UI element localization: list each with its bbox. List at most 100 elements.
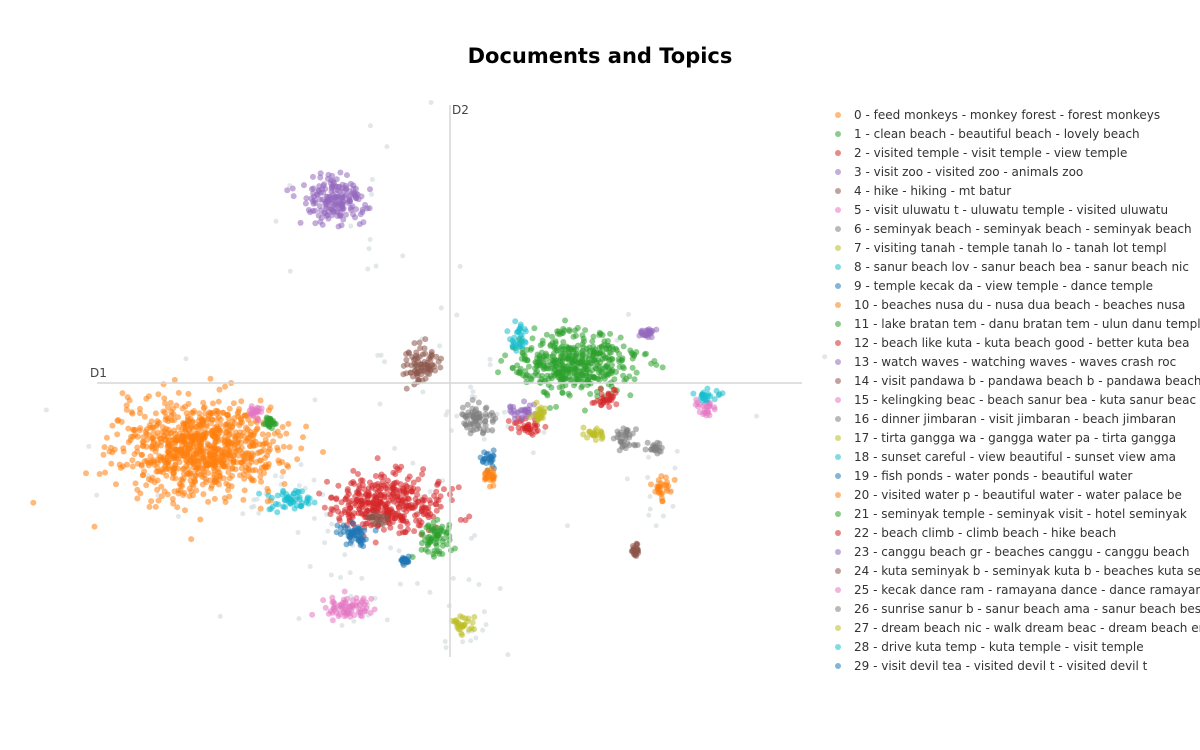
topic-4-cluster[interactable]	[400, 336, 445, 392]
outlier-point	[339, 622, 345, 628]
legend-item[interactable]: 3 - visit zoo - visited zoo - animals zo…	[830, 162, 1200, 181]
document-point	[711, 404, 718, 411]
topic-3-cluster[interactable]	[284, 169, 373, 230]
outlier-point	[254, 496, 260, 502]
topic-20-cluster[interactable]	[482, 465, 498, 490]
document-point	[229, 424, 236, 431]
document-point	[633, 541, 640, 548]
topic-16-cluster[interactable]	[610, 425, 641, 454]
legend-item[interactable]: 26 - sunrise sanur b - sanur beach ama -…	[830, 599, 1200, 618]
document-point	[508, 425, 515, 432]
legend-item[interactable]: 4 - hike - hiking - mt batur	[830, 181, 1200, 200]
document-point	[536, 378, 543, 385]
topic-7-cluster[interactable]	[449, 613, 478, 638]
document-point	[151, 479, 158, 486]
topic-11-cluster[interactable]	[409, 516, 458, 561]
document-point	[345, 502, 352, 509]
document-point	[356, 506, 363, 513]
document-point	[340, 216, 347, 223]
document-point	[375, 499, 382, 506]
topic-12-cluster[interactable]	[589, 385, 620, 410]
document-point	[207, 445, 214, 452]
topic-14-cluster[interactable]	[628, 540, 642, 559]
outlier-point	[487, 356, 493, 362]
legend-item[interactable]: 1 - clean beach - beautiful beach - love…	[830, 124, 1200, 143]
legend-item[interactable]: 22 - beach climb - climb beach - hike be…	[830, 523, 1200, 542]
document-point	[188, 438, 195, 445]
topic-26-cluster[interactable]	[642, 439, 665, 457]
topic-9-cluster[interactable]	[333, 519, 379, 550]
legend-label: 28 - drive kuta temp - kuta temple - vis…	[854, 639, 1144, 654]
document-point	[268, 425, 275, 432]
outlier-point	[624, 476, 630, 482]
document-point	[489, 427, 496, 434]
document-point	[440, 486, 447, 493]
legend-item[interactable]: 11 - lake bratan tem - danu bratan tem -…	[830, 314, 1200, 333]
document-point	[579, 358, 586, 365]
topic-8-cluster[interactable]	[256, 487, 318, 516]
topic-17-cluster[interactable]	[580, 424, 606, 443]
document-point	[187, 459, 194, 466]
legend-item[interactable]: 15 - kelingking beac - beach sanur bea -…	[830, 390, 1200, 409]
legend-item[interactable]: 24 - kuta seminyak b - seminyak kuta b -…	[830, 561, 1200, 580]
outlier-point	[366, 246, 372, 252]
topic-22-cluster[interactable]	[505, 415, 549, 438]
outlier-point	[367, 123, 373, 129]
topic-10-cluster[interactable]	[647, 473, 678, 505]
legend-item[interactable]: 21 - seminyak temple - seminyak visit - …	[830, 504, 1200, 523]
legend-item[interactable]: 12 - beach like kuta - kuta beach good -…	[830, 333, 1200, 352]
outlier-point	[86, 443, 92, 449]
legend-item[interactable]: 14 - visit pandawa b - pandawa beach b -…	[830, 371, 1200, 390]
document-point	[353, 498, 360, 505]
topic-25-cluster[interactable]	[246, 403, 265, 424]
legend-item[interactable]: 20 - visited water p - beautiful water -…	[830, 485, 1200, 504]
legend-item[interactable]: 16 - dinner jimbaran - visit jimbaran - …	[830, 409, 1200, 428]
document-point	[245, 465, 252, 472]
topic-23-cluster[interactable]	[507, 398, 538, 422]
document-point	[592, 436, 599, 443]
topic-21-cluster[interactable]	[260, 414, 279, 432]
topic-13-cluster[interactable]	[636, 326, 660, 341]
topic-1-cluster[interactable]	[495, 317, 666, 414]
legend-item[interactable]: 25 - kecak dance ram - ramayana dance - …	[830, 580, 1200, 599]
topic-27-cluster[interactable]	[526, 399, 549, 424]
document-point	[262, 454, 269, 461]
legend-item[interactable]: 9 - temple kecak da - view temple - danc…	[830, 276, 1200, 295]
topic-5-cluster[interactable]	[309, 588, 378, 624]
outlier-point	[497, 586, 503, 592]
legend-marker	[835, 358, 841, 365]
document-point	[344, 488, 351, 495]
topic-28-cluster[interactable]	[690, 385, 726, 404]
legend-item[interactable]: 2 - visited temple - visit temple - view…	[830, 143, 1200, 162]
legend-item[interactable]: 5 - visit uluwatu t - uluwatu temple - v…	[830, 200, 1200, 219]
legend-item[interactable]: 17 - tirta gangga wa - gangga water pa -…	[830, 428, 1200, 447]
legend-item[interactable]: 8 - sanur beach lov - sanur beach bea - …	[830, 257, 1200, 276]
legend-item[interactable]: 0 - feed monkeys - monkey forest - fores…	[830, 105, 1200, 124]
document-point	[335, 482, 342, 489]
document-point	[241, 433, 248, 440]
topic-18-cluster[interactable]	[504, 318, 529, 354]
legend-item[interactable]: 27 - dream beach nic - walk dream beac -…	[830, 618, 1200, 637]
legend: 0 - feed monkeys - monkey forest - fores…	[830, 105, 1200, 675]
legend-item[interactable]: 7 - visiting tanah - temple tanah lo - t…	[830, 238, 1200, 257]
document-point	[195, 457, 202, 464]
legend-item[interactable]: 10 - beaches nusa du - nusa dua beach - …	[830, 295, 1200, 314]
document-point	[285, 463, 292, 470]
document-point	[544, 372, 551, 379]
document-point	[161, 395, 168, 402]
legend-item[interactable]: 29 - visit devil tea - visited devil t -…	[830, 656, 1200, 675]
topic-15-cluster[interactable]	[692, 396, 718, 419]
outlier-point	[272, 473, 278, 479]
legend-item[interactable]: 6 - seminyak beach - seminyak beach - se…	[830, 219, 1200, 238]
topic-6-cluster[interactable]	[459, 396, 499, 437]
legend-item[interactable]: 18 - sunset careful - view beautiful - s…	[830, 447, 1200, 466]
legend-item[interactable]: 19 - fish ponds - water ponds - beautifu…	[830, 466, 1200, 485]
legend-item[interactable]: 28 - drive kuta temp - kuta temple - vis…	[830, 637, 1200, 656]
document-point	[179, 466, 186, 473]
legend-item[interactable]: 13 - watch waves - watching waves - wave…	[830, 352, 1200, 371]
topic-24-cluster[interactable]	[365, 510, 390, 528]
legend-item[interactable]: 23 - canggu beach gr - beaches canggu - …	[830, 542, 1200, 561]
document-point	[387, 493, 394, 500]
topic-29-cluster[interactable]	[398, 553, 412, 569]
